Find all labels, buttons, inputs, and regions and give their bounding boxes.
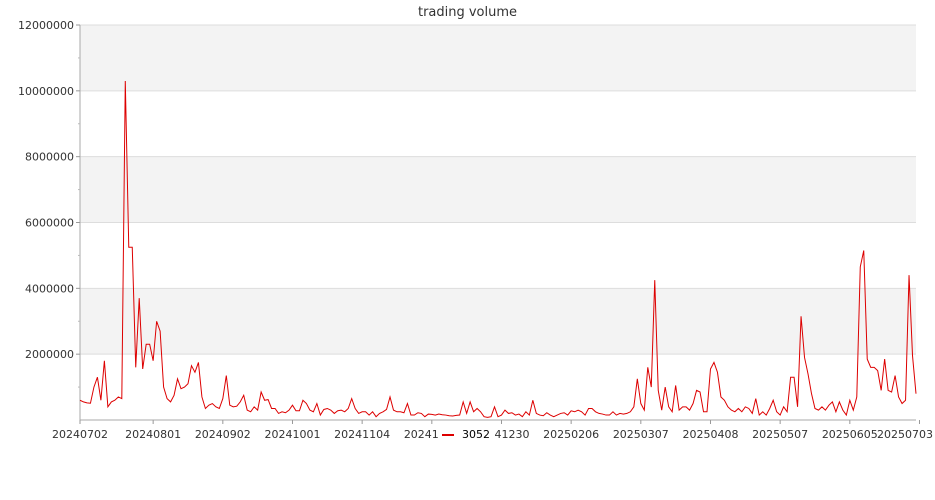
x-tick-label: 20240801 [125, 428, 181, 441]
x-tick-label: 20250307 [613, 428, 669, 441]
legend: 3052 [438, 426, 494, 442]
chart-title: trading volume [418, 5, 517, 20]
x-axis: 20240702 20240801 20240902 20241001 20241104… [52, 419, 933, 441]
y-tick-label: 4000000 [25, 282, 74, 295]
y-tick-label: 10000000 [18, 85, 74, 98]
series-line-3052 [79, 80, 917, 418]
grid-bands [80, 25, 916, 355]
y-tick-label: 6000000 [25, 217, 74, 230]
y-tick-label: 12000000 [18, 19, 74, 32]
legend-label: 3052 [462, 428, 490, 441]
grid-band [80, 25, 916, 91]
x-tick-label: 20250605 [822, 428, 878, 441]
grid-lines [80, 24, 916, 355]
legend-background [438, 426, 494, 442]
x-tick-label: 20241001 [264, 428, 320, 441]
grid-band [80, 156, 916, 223]
grid-band [80, 288, 916, 355]
y-tick-label: 8000000 [25, 151, 74, 164]
x-tick-label: 20250507 [752, 428, 808, 441]
x-tick-label: 20240702 [52, 428, 108, 441]
y-axis: 2000000 4000000 6000000 8000000 10000000 1200… [18, 19, 81, 420]
x-tick-label: 20250408 [682, 428, 738, 441]
x-tick-label: 20241104 [334, 428, 390, 441]
y-tick-label: 2000000 [25, 348, 74, 361]
x-tick-label: 20250206 [543, 428, 599, 441]
x-tick-label: 20240902 [195, 428, 251, 441]
x-tick-label: 20250703 [877, 428, 933, 441]
